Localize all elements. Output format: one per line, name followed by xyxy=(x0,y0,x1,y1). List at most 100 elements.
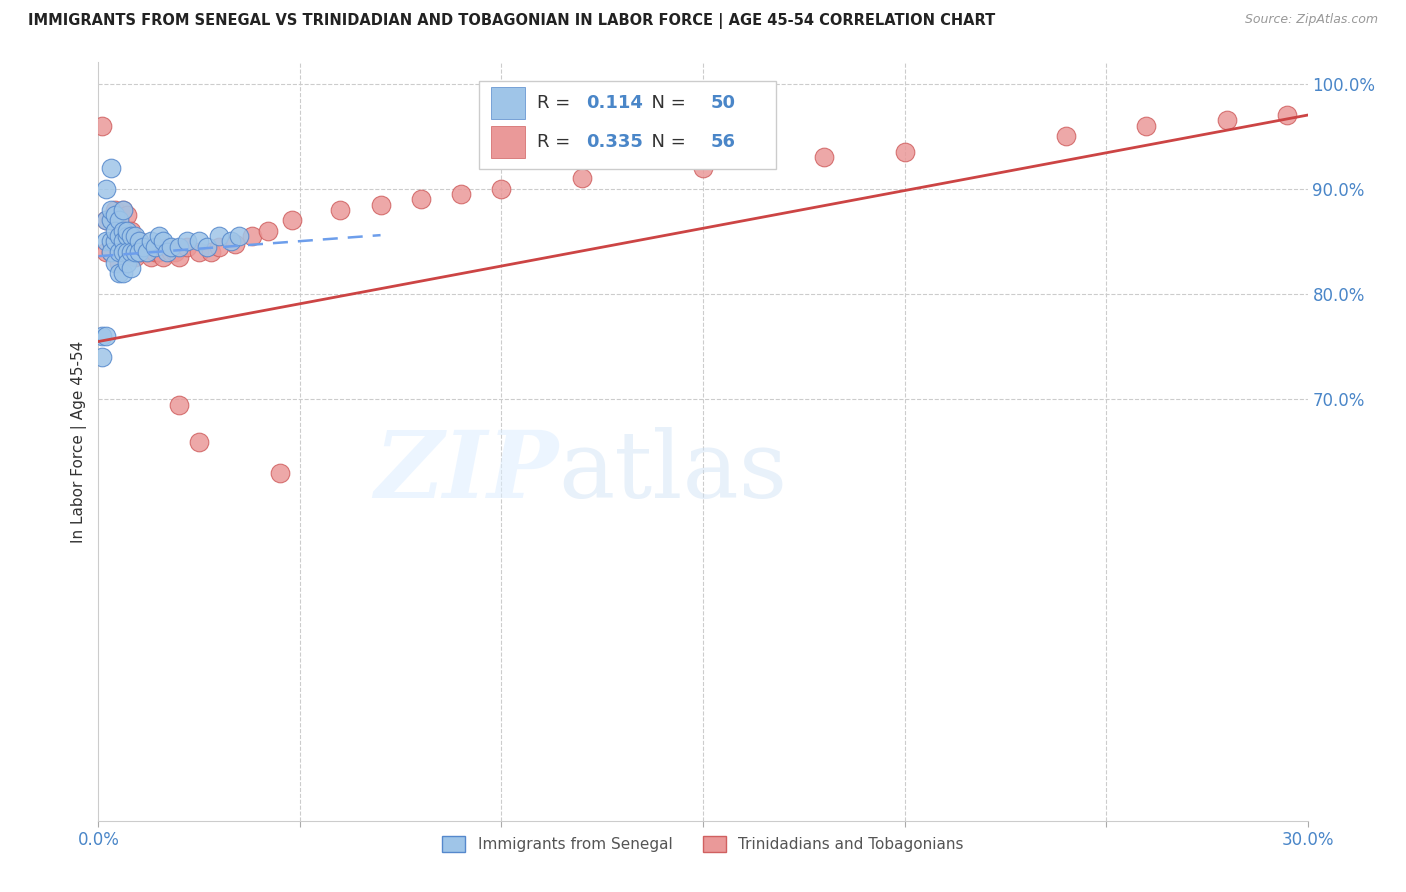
Point xyxy=(115,255,138,269)
Point xyxy=(120,244,142,259)
Point xyxy=(107,213,129,227)
Point xyxy=(167,240,190,254)
Point xyxy=(107,255,129,269)
Point xyxy=(160,240,183,254)
Point xyxy=(256,224,278,238)
Point xyxy=(100,213,122,227)
Point xyxy=(1135,119,1157,133)
Text: IMMIGRANTS FROM SENEGAL VS TRINIDADIAN AND TOBAGONIAN IN LABOR FORCE | AGE 45-54: IMMIGRANTS FROM SENEGAL VS TRINIDADIAN A… xyxy=(28,13,995,29)
Point xyxy=(91,351,114,365)
Text: N =: N = xyxy=(640,133,692,151)
Point xyxy=(491,182,513,196)
Point xyxy=(100,202,122,217)
Point xyxy=(176,240,198,254)
Point xyxy=(124,244,146,259)
Point xyxy=(96,182,118,196)
Point xyxy=(160,244,183,259)
Point xyxy=(120,229,142,244)
Bar xyxy=(492,87,526,119)
Point xyxy=(115,224,138,238)
Point xyxy=(103,235,125,249)
Point xyxy=(156,244,179,259)
Point xyxy=(96,213,118,227)
Point xyxy=(107,266,129,280)
Point xyxy=(188,235,211,249)
Point xyxy=(100,244,122,259)
Point xyxy=(163,244,186,259)
Text: ZIP: ZIP xyxy=(374,427,558,516)
Point xyxy=(269,466,291,480)
Point xyxy=(152,235,174,249)
Point xyxy=(128,244,150,259)
Point xyxy=(120,224,142,238)
Point xyxy=(692,161,714,175)
Point xyxy=(409,192,432,206)
Point xyxy=(103,235,125,249)
Point xyxy=(91,329,114,343)
Point xyxy=(139,250,162,264)
Text: R =: R = xyxy=(537,133,576,151)
Point xyxy=(103,255,125,269)
Point xyxy=(135,244,157,259)
Point xyxy=(107,244,129,259)
Point xyxy=(370,197,392,211)
Point xyxy=(281,213,304,227)
Point xyxy=(91,119,114,133)
Point xyxy=(128,235,150,249)
Point xyxy=(107,235,129,249)
Point xyxy=(1216,113,1239,128)
Point xyxy=(1277,108,1299,122)
Point xyxy=(176,235,198,249)
Text: 56: 56 xyxy=(710,133,735,151)
Point xyxy=(120,260,142,275)
Point xyxy=(128,244,150,259)
Point xyxy=(1054,129,1077,144)
Point xyxy=(100,161,122,175)
Point xyxy=(188,434,211,449)
Point xyxy=(571,171,593,186)
Point xyxy=(128,235,150,249)
Text: 0.114: 0.114 xyxy=(586,94,643,112)
Point xyxy=(111,244,134,259)
Point xyxy=(107,213,129,227)
Point xyxy=(96,329,118,343)
Point xyxy=(115,244,138,259)
Text: 50: 50 xyxy=(710,94,735,112)
Point xyxy=(96,235,118,249)
Text: 0.335: 0.335 xyxy=(586,133,643,151)
Point xyxy=(139,235,162,249)
Point xyxy=(188,244,211,259)
Point xyxy=(156,240,179,254)
Point xyxy=(111,224,134,238)
Point xyxy=(124,250,146,264)
Point xyxy=(208,240,231,254)
Point xyxy=(167,250,190,264)
Point xyxy=(111,224,134,238)
Point xyxy=(111,235,134,249)
Point xyxy=(893,145,915,159)
Point xyxy=(813,150,835,164)
Point xyxy=(200,244,222,259)
Point xyxy=(96,213,118,227)
Point xyxy=(100,244,122,259)
Point xyxy=(221,235,243,249)
Point xyxy=(240,229,263,244)
FancyBboxPatch shape xyxy=(479,81,776,169)
Point xyxy=(103,224,125,238)
Point xyxy=(135,244,157,259)
Point xyxy=(115,229,138,244)
Point xyxy=(450,187,472,202)
Point xyxy=(224,236,246,251)
Point xyxy=(111,202,134,217)
Text: N =: N = xyxy=(640,94,692,112)
Point xyxy=(100,213,122,227)
Point xyxy=(124,235,146,249)
Point xyxy=(208,229,231,244)
Point xyxy=(115,208,138,222)
Legend: Immigrants from Senegal, Trinidadians and Tobagonians: Immigrants from Senegal, Trinidadians an… xyxy=(436,830,970,858)
Point xyxy=(132,240,155,254)
Point xyxy=(148,244,170,259)
Text: atlas: atlas xyxy=(558,427,787,516)
Point xyxy=(143,244,166,259)
Point xyxy=(124,229,146,244)
